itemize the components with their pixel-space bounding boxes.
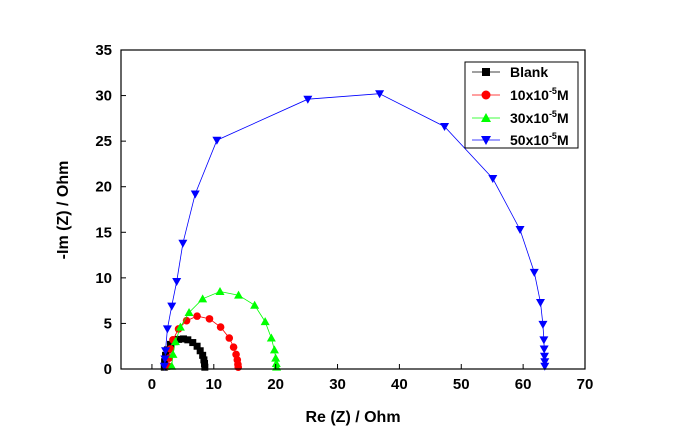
data-point bbox=[540, 358, 550, 367]
data-point bbox=[488, 175, 498, 184]
legend-label-blank: Blank bbox=[510, 64, 548, 80]
data-point bbox=[198, 294, 208, 303]
data-point bbox=[215, 287, 225, 296]
series-triangle-down bbox=[159, 90, 550, 371]
data-point bbox=[172, 278, 182, 287]
legend-item-30x10-5m: 30x10-5M bbox=[472, 109, 569, 126]
data-point bbox=[166, 340, 174, 348]
legend-marker-square bbox=[482, 68, 490, 76]
data-point bbox=[234, 290, 244, 299]
data-point bbox=[269, 345, 279, 354]
data-point bbox=[539, 336, 549, 345]
data-point bbox=[161, 347, 171, 356]
data-point bbox=[175, 335, 183, 343]
x-tick-label: 20 bbox=[267, 376, 284, 393]
data-point bbox=[201, 363, 209, 371]
data-point bbox=[193, 312, 201, 320]
data-point bbox=[184, 307, 194, 316]
y-tick-label: 25 bbox=[95, 133, 112, 150]
data-point bbox=[375, 90, 385, 99]
x-tick-label: 0 bbox=[148, 376, 156, 393]
data-point bbox=[184, 336, 192, 344]
legend-item-50x10-5m: 50x10-5M bbox=[472, 131, 569, 148]
data-point bbox=[193, 342, 201, 350]
data-point bbox=[538, 320, 548, 329]
data-point bbox=[201, 360, 209, 368]
legend-item-10x10-5m: 10x10-5M bbox=[472, 86, 569, 103]
x-tick-label: 10 bbox=[205, 376, 222, 393]
data-point bbox=[179, 335, 187, 343]
data-point bbox=[200, 356, 208, 364]
y-tick-label: 20 bbox=[95, 179, 112, 196]
data-point bbox=[260, 317, 270, 326]
data-point bbox=[539, 345, 549, 354]
legend-marker-triangle-up bbox=[481, 113, 491, 122]
legend-label-50x10-5m: 50x10-5M bbox=[510, 131, 569, 148]
legend-marker-circle bbox=[481, 90, 491, 100]
y-tick-label: 15 bbox=[95, 224, 112, 241]
x-tick-label: 40 bbox=[391, 376, 408, 393]
data-point bbox=[182, 316, 191, 325]
data-point bbox=[540, 362, 550, 371]
plot-frame bbox=[120, 49, 586, 370]
data-point bbox=[515, 226, 525, 235]
data-point bbox=[216, 323, 225, 331]
data-point bbox=[539, 352, 549, 361]
legend-box bbox=[464, 61, 579, 149]
series-triangle-up bbox=[167, 287, 282, 371]
legend-label-10x10-5m: 10x10-5M bbox=[510, 86, 569, 103]
data-point bbox=[271, 359, 281, 368]
data-point bbox=[178, 239, 188, 248]
x-tick-label: 50 bbox=[453, 376, 470, 393]
data-point bbox=[266, 333, 276, 342]
legend: Blank 10x10-5M 30x10-5M 50x10-5M bbox=[464, 61, 579, 149]
data-point bbox=[160, 355, 170, 364]
x-tick-label: 60 bbox=[515, 376, 532, 393]
data-point bbox=[190, 190, 200, 199]
y-tick-label: 5 bbox=[104, 315, 112, 332]
data-point bbox=[303, 95, 313, 104]
y-axis-title: -Im (Z) / Ohm bbox=[55, 161, 72, 260]
data-point bbox=[175, 322, 185, 331]
data-point bbox=[234, 363, 243, 371]
legend-label-30x10-5m: 30x10-5M bbox=[510, 109, 569, 126]
data-point bbox=[167, 302, 177, 311]
data-point bbox=[212, 136, 222, 145]
data-point bbox=[159, 362, 169, 371]
x-tick-label: 70 bbox=[577, 376, 594, 393]
y-tick-label: 10 bbox=[95, 270, 112, 287]
data-point bbox=[170, 337, 180, 346]
data-point bbox=[529, 268, 539, 277]
data-point bbox=[189, 339, 197, 347]
series-line bbox=[171, 291, 277, 368]
data-point bbox=[199, 351, 207, 359]
data-point bbox=[167, 361, 177, 370]
data-point bbox=[440, 123, 450, 132]
y-tick-label: 30 bbox=[95, 88, 112, 105]
y-tick-label: 35 bbox=[95, 42, 112, 59]
data-point bbox=[535, 298, 545, 307]
legend-marker-triangle-down bbox=[481, 136, 491, 145]
data-point bbox=[168, 349, 178, 358]
data-point bbox=[225, 334, 234, 342]
data-point bbox=[166, 345, 175, 353]
y-tick-label: 0 bbox=[104, 361, 112, 378]
data-point bbox=[196, 347, 204, 355]
x-axis-title: Re (Z) / Ohm bbox=[305, 409, 400, 426]
data-point bbox=[250, 300, 260, 309]
data-point bbox=[271, 353, 281, 362]
legend-item-blank: Blank bbox=[472, 64, 548, 80]
x-tick-label: 30 bbox=[329, 376, 346, 393]
data-point bbox=[229, 343, 238, 351]
series-line bbox=[163, 93, 546, 367]
data-point bbox=[205, 315, 214, 323]
data-point bbox=[162, 325, 172, 334]
